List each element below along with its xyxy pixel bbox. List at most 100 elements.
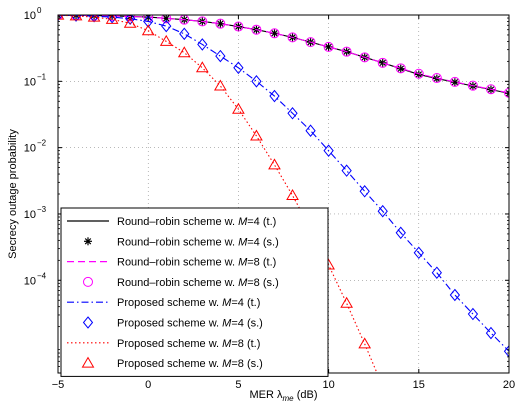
legend-item: Round–robin scheme w. M=4 (s.) (84, 236, 279, 248)
data-point (232, 102, 245, 114)
data-point (449, 288, 461, 302)
y-tick-exponent: −2 (37, 139, 47, 148)
data-point (359, 52, 370, 63)
legend-marker-sample (81, 356, 95, 368)
data-point (504, 87, 509, 98)
series-5 (58, 15, 509, 352)
data-point (123, 16, 137, 28)
data-point (396, 64, 405, 73)
data-point (377, 57, 388, 68)
x-tick-label: −5 (52, 379, 65, 391)
legend-marker-sample (83, 276, 93, 287)
data-point (324, 42, 333, 51)
data-point (161, 15, 172, 24)
series-line (58, 15, 509, 94)
legend-label: Round–robin scheme w. M=4 (s.) (117, 236, 279, 248)
data-point (179, 27, 190, 41)
data-point (233, 21, 244, 32)
data-point (413, 68, 424, 79)
x-tick-label: 10 (322, 379, 334, 391)
y-tick-exponent: −4 (37, 271, 47, 280)
data-point (251, 24, 262, 35)
data-point (323, 144, 334, 157)
data-point (107, 15, 118, 21)
x-tick-label: 15 (413, 379, 425, 391)
data-point (414, 70, 423, 79)
data-point (195, 61, 209, 73)
data-point (287, 32, 298, 43)
data-point (431, 73, 442, 84)
legend-item: Proposed scheme w. M=8 (s.) (81, 356, 263, 370)
data-point (449, 76, 460, 87)
data-point (197, 38, 208, 51)
legend-label: Proposed scheme w. M=8 (t.) (117, 338, 260, 350)
data-point (125, 15, 136, 25)
asterisk-stroke (163, 15, 170, 22)
legend-label: Proposed scheme w. M=4 (t.) (117, 297, 260, 309)
asterisk-stroke (217, 20, 224, 27)
data-point (143, 15, 154, 28)
legend-item: Round–robin scheme w. M=8 (t.) (67, 257, 276, 269)
data-point (377, 204, 388, 218)
legend-item: Round–robin scheme w. M=8 (s.) (83, 276, 279, 289)
series-line (58, 15, 509, 352)
y-tick-exponent: 0 (37, 6, 42, 15)
data-point (87, 15, 101, 22)
data-point (467, 80, 478, 91)
legend-marker-sample (82, 316, 94, 329)
data-point (250, 129, 263, 141)
y-tick-label: 10 (24, 143, 36, 155)
data-point (467, 307, 479, 321)
data-point (358, 337, 372, 349)
x-axis-label: MER λme (dB) (250, 389, 318, 403)
legend-label: Round–robin scheme w. M=8 (t.) (117, 257, 276, 269)
data-point (485, 326, 497, 340)
legend-item: Proposed scheme w. M=8 (t.) (67, 338, 260, 350)
asterisk-stroke (271, 30, 278, 37)
series-7 (58, 15, 378, 373)
legend-label: Proposed scheme w. M=4 (s.) (117, 318, 263, 330)
data-point (431, 266, 442, 280)
data-point (233, 61, 244, 75)
data-point (215, 18, 226, 29)
data-point (70, 15, 82, 22)
data-point (177, 46, 191, 58)
legend-label: Round–robin scheme w. M=8 (s.) (117, 277, 279, 289)
data-point (413, 246, 424, 260)
data-point (503, 344, 509, 358)
y-tick-label: 10 (24, 275, 36, 287)
y-tick-exponent: −3 (37, 205, 47, 214)
y-axis-label: Secrecy outage probability (7, 129, 19, 259)
asterisk-stroke (58, 15, 62, 19)
data-point (251, 75, 262, 88)
asterisk-stroke (84, 238, 92, 245)
series-3 (58, 15, 509, 94)
data-point (88, 15, 100, 23)
data-point (141, 24, 155, 36)
data-point (305, 124, 316, 138)
data-point (377, 381, 388, 391)
data-point (305, 37, 316, 48)
data-point (395, 226, 406, 240)
asterisk-stroke (379, 59, 386, 67)
y-tick-label: 10 (24, 209, 36, 221)
data-point (287, 106, 298, 120)
data-point (161, 19, 172, 33)
series-layer (58, 15, 509, 391)
data-point (286, 188, 299, 200)
y-tick-exponent: −1 (37, 72, 47, 81)
legend: Round–robin scheme w. M=4 (t.) Round–robi… (60, 207, 329, 377)
data-point (215, 49, 226, 63)
series-8 (58, 15, 388, 391)
data-point (197, 16, 208, 27)
data-point (341, 164, 352, 177)
legend-marker-sample (84, 237, 92, 246)
asterisk-stroke (415, 71, 423, 78)
data-point (125, 15, 136, 22)
asterisk-stroke (325, 43, 332, 51)
data-point (395, 63, 406, 74)
data-point (159, 34, 173, 46)
series-line (58, 15, 378, 373)
